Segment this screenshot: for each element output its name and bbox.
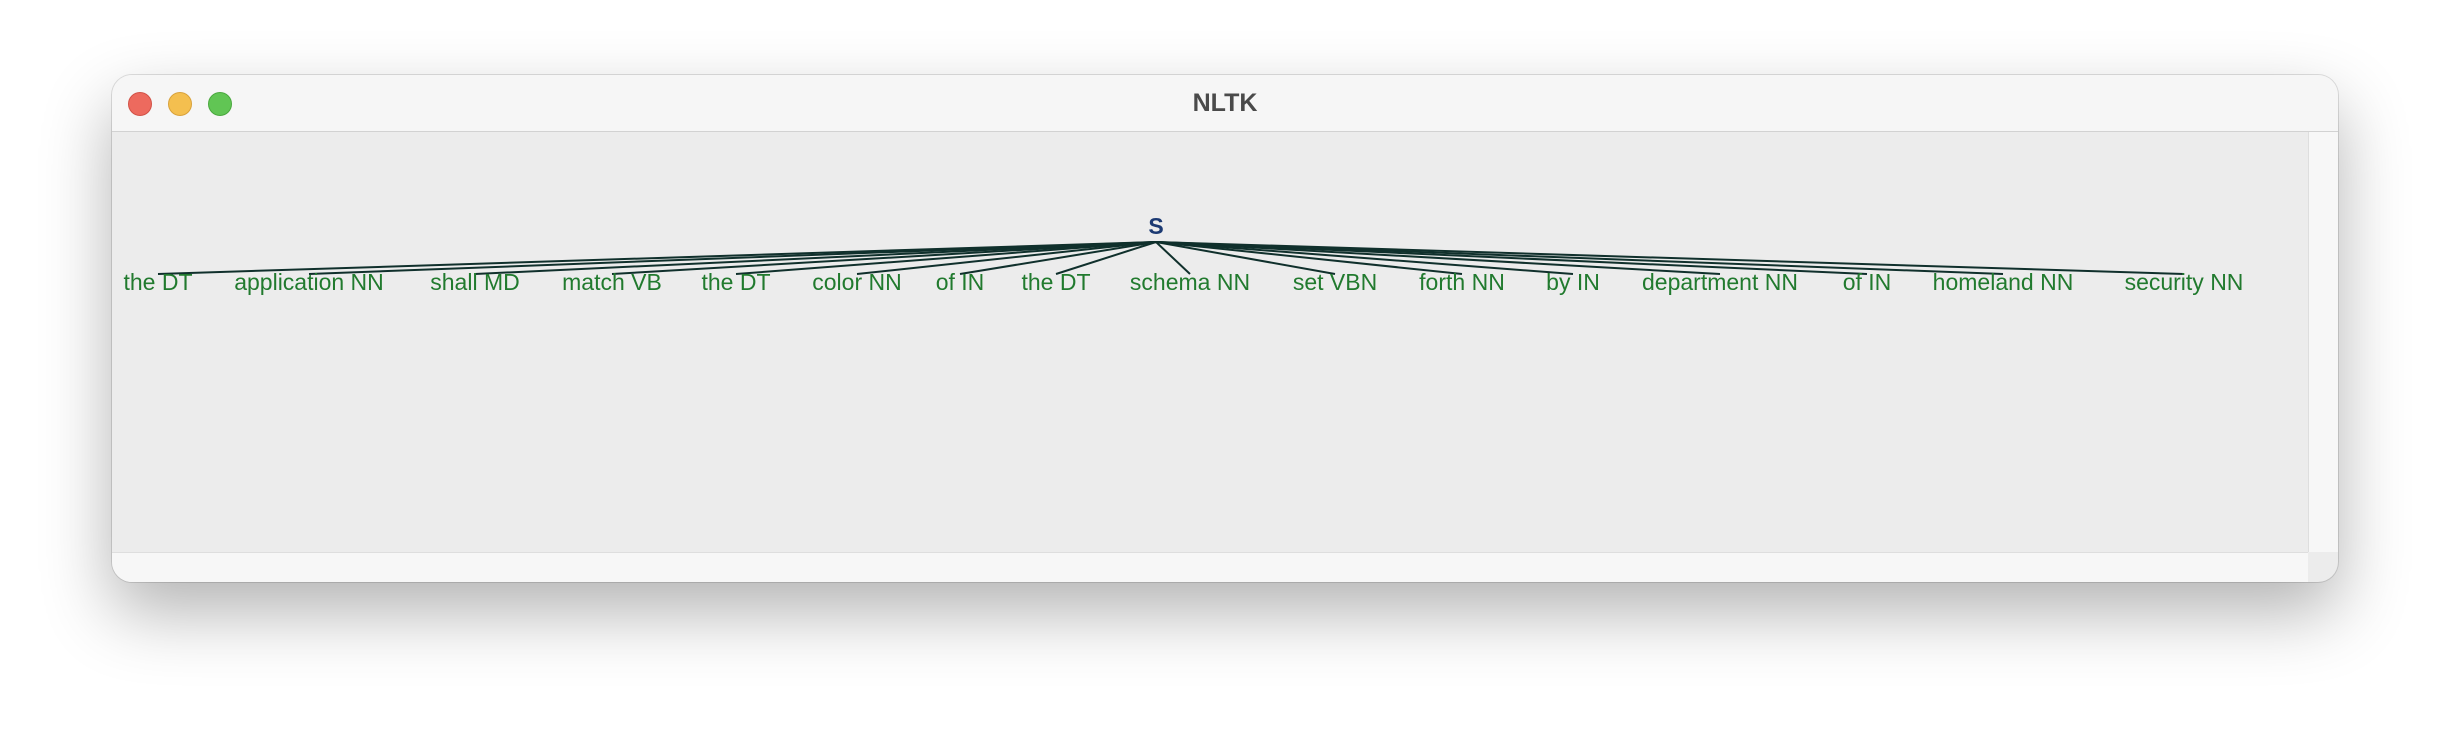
tree-leaf-label[interactable]: the DT [123,269,192,295]
zoom-button[interactable] [208,92,232,116]
tree-branch [1155,241,1721,275]
tree-branch [611,241,1157,275]
tree-leaf-label[interactable]: application NN [234,269,384,295]
tree-leaf-label[interactable]: color NN [812,269,901,295]
tree-root-label[interactable]: S [1148,213,1163,239]
tree-leaf-label[interactable]: homeland NN [1933,269,2074,295]
parse-tree: S the DT application NN shall MD match VB th… [123,213,2244,295]
tree-canvas: S the DT application NN shall MD match VB th… [112,132,2308,552]
tree-leaf-label[interactable]: of IN [1843,269,1892,295]
horizontal-scrollbar[interactable] [112,552,2308,582]
tree-leaf-label[interactable]: security NN [2125,269,2244,295]
tree-leaf-label[interactable]: by IN [1546,269,1600,295]
close-button[interactable] [128,92,152,116]
tree-leaf-label[interactable]: the DT [701,269,770,295]
tree-branch [1055,241,1157,275]
title-bar[interactable]: NLTK [112,75,2338,132]
tree-branch [1155,241,1191,275]
tree-branch [1155,241,1463,275]
tree-branch [308,241,1157,275]
tree-leaf-label[interactable]: set VBN [1293,269,1377,295]
tree-leaf-label[interactable]: shall MD [430,269,519,295]
tree-branch [959,241,1157,275]
vertical-scrollbar[interactable] [2308,132,2338,552]
window-title: NLTK [1192,89,1258,117]
tree-leaf-label[interactable]: match VB [562,269,662,295]
tree-leaf-label[interactable]: department NN [1642,269,1798,295]
minimize-button[interactable] [168,92,192,116]
tree-leaf-label[interactable]: schema NN [1130,269,1250,295]
nltk-window: NLTK S the DT application NN shall MD match… [112,75,2338,582]
tree-branch [1155,241,1336,275]
tree-branch [1155,241,2185,275]
tree-branch [735,241,1157,275]
tree-branch [856,241,1157,275]
tree-branch [474,241,1157,275]
tree-leaf-label[interactable]: the DT [1021,269,1090,295]
tree-leaf-label[interactable]: of IN [936,269,985,295]
tree-branch [1155,241,1574,275]
tree-leaf-label[interactable]: forth NN [1419,269,1505,295]
